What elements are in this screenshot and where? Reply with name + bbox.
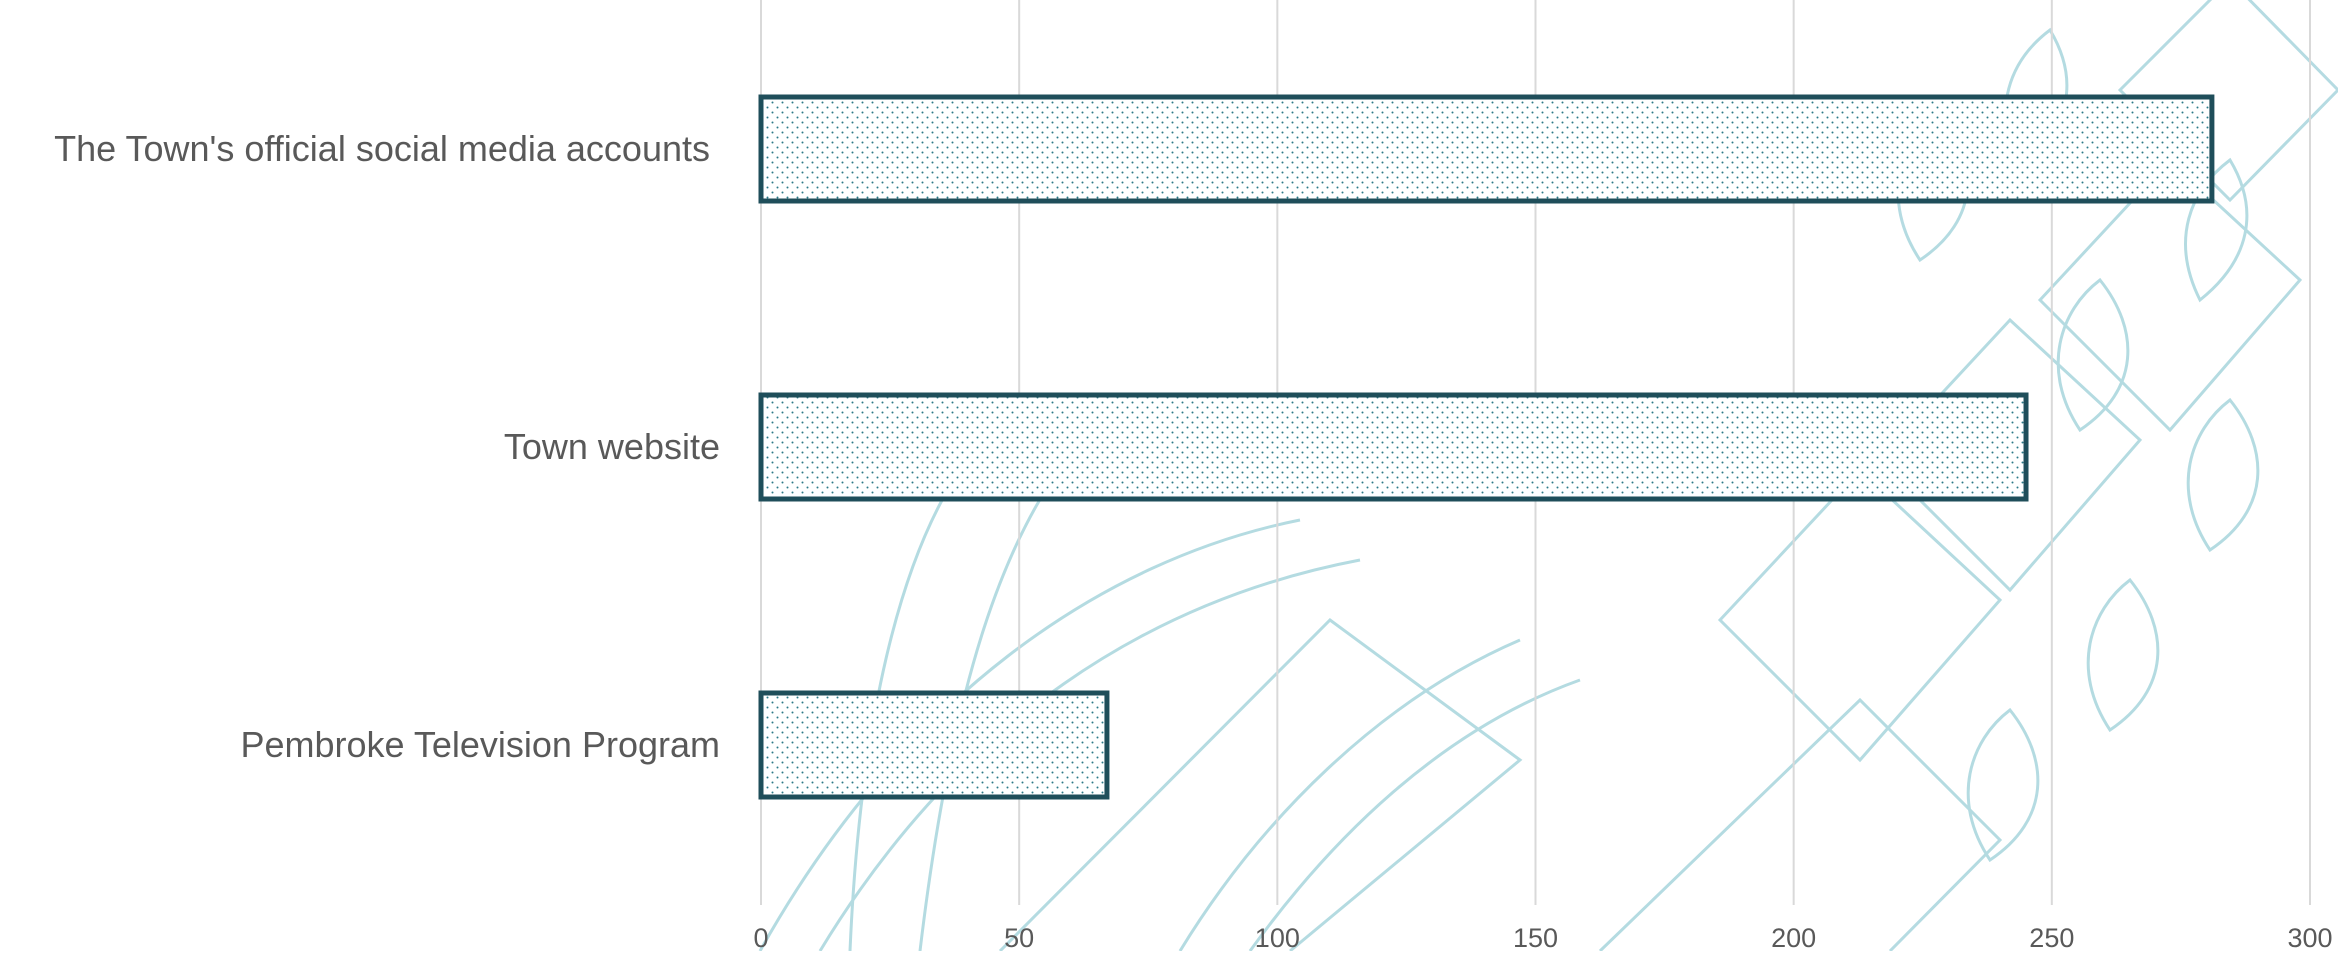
watermark-graphic <box>758 0 2338 953</box>
category-label-1: Town website <box>504 426 720 467</box>
x-tick-label-4: 200 <box>1771 923 1816 951</box>
category-label-2: Pembroke Television Program <box>240 724 720 765</box>
bar-0 <box>758 94 2215 204</box>
x-tick-label-1: 50 <box>1004 923 1034 951</box>
x-tick-label-5: 250 <box>2029 923 2074 951</box>
category-label-0: The Town's official social media account… <box>54 128 710 169</box>
bar-1 <box>758 392 2029 502</box>
x-axis-tick-labels: 0 50 100 150 200 250 300 <box>753 923 2332 953</box>
x-tick-label-2: 100 <box>1255 923 1300 951</box>
bars <box>758 94 2215 800</box>
x-tick-label-3: 150 <box>1513 923 1558 951</box>
x-tick-label-0: 0 <box>753 923 768 951</box>
x-tick-label-6: 300 <box>2287 923 2332 951</box>
category-labels: The Town's official social media account… <box>54 128 720 765</box>
bar-2 <box>758 690 1110 800</box>
